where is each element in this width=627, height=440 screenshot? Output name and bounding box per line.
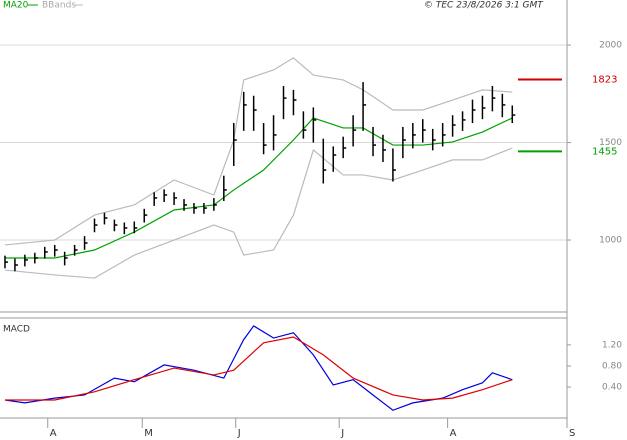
x-tick-label: M	[144, 428, 153, 439]
y-tick-label: 2000	[599, 41, 622, 51]
bband-lower	[4, 147, 513, 279]
x-tick-label: A	[50, 428, 57, 439]
x-tick-label: J	[340, 428, 344, 439]
legend-label: MA20	[3, 1, 29, 11]
copyright: © TEC 23/8/2026 3:1 GMT	[424, 1, 544, 11]
bband-upper	[4, 57, 513, 246]
y-tick-label: 1.20	[602, 340, 622, 350]
legend-label: BBands	[42, 1, 76, 11]
y-tick-label: 0.80	[602, 361, 622, 371]
level-label: 1455	[592, 146, 617, 157]
y-tick-label: 1500	[599, 138, 622, 148]
x-tick-label: J	[237, 428, 241, 439]
x-tick-label: A	[450, 428, 457, 439]
macd-line	[4, 336, 513, 401]
macd-line	[4, 325, 513, 411]
y-tick-label: 1000	[599, 236, 622, 246]
y-tick-label: 0.40	[602, 383, 622, 393]
level-label: 1823	[592, 75, 617, 86]
macd-title: MACD	[3, 325, 30, 335]
x-tick-label: S	[569, 428, 575, 439]
